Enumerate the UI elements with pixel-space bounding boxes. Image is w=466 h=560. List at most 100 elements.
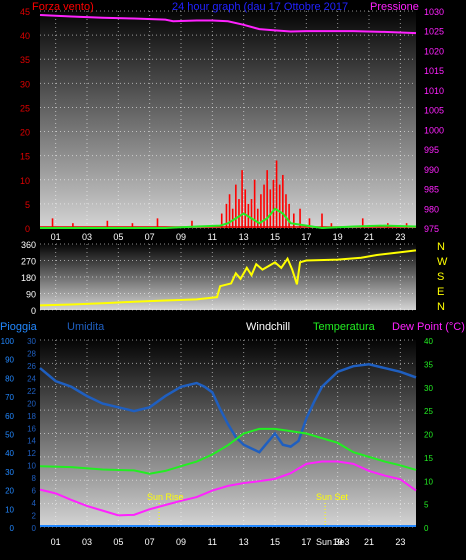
x-tick-label: 15: [270, 232, 280, 242]
pressure-tick-label: 1030: [424, 7, 444, 17]
pressure-axis-label: Pressione: [370, 1, 419, 13]
wind-pressure-x-axis: 01 03 05 07 09 11 13 15 17 19 21 23: [51, 232, 406, 242]
pressure-right-axis: 975 980 985 990 995 1000 1005 1010 1015 1020 1025 1…: [424, 7, 444, 234]
rain-tick-label: 20: [5, 487, 14, 496]
humidity-tick-label: 26: [27, 362, 36, 371]
rain-tick-label: 90: [5, 356, 14, 365]
dewpoint-tick-label: 0: [424, 524, 429, 533]
humidity-line: [39, 363, 417, 454]
gust-bar: [308, 218, 311, 228]
x-tick-label: 01: [51, 232, 61, 242]
x-tick-label: 15: [270, 537, 280, 547]
wind-tick-label: 45: [20, 7, 30, 17]
temperature-line: [39, 427, 417, 475]
rain-tick-label: 100: [1, 337, 15, 346]
x-tick-label: 01: [51, 537, 61, 547]
dewpoint-tick-label: 35: [424, 360, 433, 369]
wind-tick-label: 30: [20, 79, 30, 89]
humidity-tick-label: 10: [27, 462, 36, 471]
wind-tick-label: 15: [20, 152, 30, 162]
x-tick-label: 11: [208, 537, 217, 547]
wind-pressure-grid: [40, 10, 416, 229]
x-tick-label: 09: [176, 232, 186, 242]
wind-tick-label: 40: [20, 31, 30, 41]
gust-bar: [278, 184, 281, 228]
x-tick-label: 13: [239, 232, 249, 242]
direction-tick-label: 270: [21, 257, 36, 267]
direction-left-axis: 0 90 180 270 360: [21, 240, 36, 316]
gust-bar: [131, 223, 134, 228]
humidity-temp-x-axis: 01 03 05 07 09 11 13 15 17 19 21 23: [51, 537, 406, 547]
gust-bar: [250, 199, 253, 228]
pressure-tick-label: 990: [424, 165, 439, 175]
compass-letter: N: [437, 241, 445, 253]
x-tick-label: 07: [145, 232, 155, 242]
wind-pressure-plot-area: [40, 11, 416, 228]
gust-bar: [225, 203, 228, 228]
dewpoint-axis: 0 5 10 15 20 25 30 35 40: [424, 337, 433, 533]
gust-bar: [241, 170, 243, 228]
gust-bar: [263, 184, 265, 228]
legend-umidita: Umidita: [67, 321, 105, 333]
x-tick-label: 19: [333, 537, 343, 547]
humidity-tick-label: 14: [27, 437, 36, 446]
wind-speed-line: [40, 207, 417, 230]
legend-windchill: Windchill: [246, 321, 290, 333]
wind-tick-label: 35: [20, 55, 30, 65]
gust-bar: [272, 179, 275, 228]
compass-letter: N: [437, 301, 445, 313]
rain-tick-label: 40: [5, 449, 14, 458]
gust-bar: [72, 223, 74, 228]
humidity-tick-label: 18: [27, 412, 36, 421]
rain-tick-label: 0: [10, 524, 15, 533]
pressure-tick-label: 1005: [424, 106, 444, 116]
humidity-tick-label: 8: [32, 474, 37, 483]
humidity-tick-label: 24: [27, 374, 36, 383]
gust-bar: [288, 203, 290, 228]
humidity-tick-label: 4: [32, 499, 37, 508]
legend-dewpoint: Dew Point (°C): [392, 321, 465, 333]
direction-tick-label: 0: [31, 306, 36, 316]
x-tick-label: 03: [82, 232, 92, 242]
humidity-tick-label: 16: [27, 424, 36, 433]
sunset-label: Sun Set: [316, 492, 349, 502]
dewpoint-tick-label: 15: [424, 454, 433, 463]
x-tick-label: 11: [208, 232, 217, 242]
rain-tick-label: 10: [5, 505, 14, 514]
gust-bar: [191, 220, 193, 228]
x-tick-label: 05: [113, 537, 123, 547]
wind-tick-label: 25: [20, 103, 30, 113]
legend-temperatura: Temperatura: [313, 321, 376, 333]
gust-bar: [285, 194, 287, 228]
humidity-tick-label: 6: [32, 487, 37, 496]
gust-bar: [51, 218, 54, 228]
direction-tick-label: 360: [21, 240, 36, 250]
pressure-tick-label: 1015: [424, 66, 444, 76]
x-tick-label: 09: [176, 537, 186, 547]
pressure-tick-label: 1025: [424, 27, 444, 37]
wind-axis-label: Forza vento): [32, 1, 94, 13]
x-tick-label: 21: [364, 232, 374, 242]
direction-grid: [40, 243, 416, 311]
pressure-tick-label: 980: [424, 204, 439, 214]
x-tick-label: 23: [395, 537, 405, 547]
gust-bar: [235, 184, 237, 228]
chart-title: 24 hour graph (dau 17 Ottobre 2017: [172, 1, 348, 13]
x-tick-label: 17: [301, 232, 311, 242]
humidity-tick-label: 22: [27, 387, 36, 396]
x-tick-label: 07: [145, 537, 155, 547]
dewpoint-line: [39, 460, 417, 517]
humidity-tick-label: 30: [27, 337, 36, 346]
gust-bar: [253, 179, 256, 228]
gust-bar: [260, 194, 262, 228]
humidity-tick-label: 2: [32, 512, 37, 521]
pressure-tick-label: 1010: [424, 86, 444, 96]
sunset-axis-overlap: Sun 3e3: [316, 537, 350, 547]
gust-bar: [238, 199, 240, 228]
gust-bar: [244, 189, 247, 228]
gust-bar: [282, 174, 284, 228]
dewpoint-tick-label: 40: [424, 337, 433, 346]
gust-bar: [330, 223, 333, 228]
